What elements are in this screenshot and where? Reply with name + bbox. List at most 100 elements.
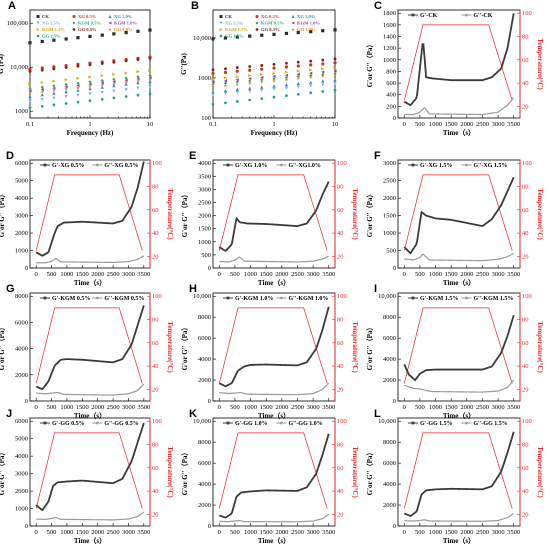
x-tick-label: 2000 [460,529,473,536]
temp-tick-label: 40 [522,363,529,370]
temp-tick-label: 80 [522,34,529,41]
data-point [333,69,337,73]
plot-frame [29,417,151,527]
legend-marker-g-double-prime [280,421,283,425]
series-xg-1-0- [211,78,337,94]
data-point [248,73,252,78]
y-tick-label: 100,000 [7,20,28,27]
temperature-axis-label: Temperature(°C) [351,188,359,240]
data-point [124,76,128,80]
x-tick-label: 500 [230,271,240,278]
y-tick-label: 1800 [383,10,396,17]
panel-D: D0 500 1000 1500 2000 2500 3000 350001000200030… [0,150,174,287]
series-kgm-1-0- [28,76,152,93]
data-point [259,80,264,84]
legend-marker [36,15,40,18]
temperature-line [403,307,513,384]
g-double-prime-curve [219,382,330,396]
temp-tick-label: 100 [522,160,532,167]
data-point [321,67,325,71]
data-point [136,93,140,97]
data-point [272,71,276,75]
series-xg-1-0- [28,79,152,98]
temp-tick-label: 80 [152,184,159,191]
data-point [260,72,264,77]
data-point [309,71,313,75]
x-tick-label: 0 [403,404,406,411]
legend-marker [219,15,223,18]
data-point [309,59,313,63]
temp-tick-label: 80 [337,184,344,191]
y-tick-label: 10,000 [193,35,211,42]
data-point [148,76,152,80]
data-point [211,82,215,86]
temperature-axis-label: Temperature(°C) [166,188,174,240]
y-tick-label: 5000 [15,436,28,443]
data-point [284,83,289,87]
temp-tick-label: 20 [522,253,529,260]
y-tick-label: 4000 [383,356,396,363]
y-tick-label: 2000 [198,213,211,220]
data-point [124,78,128,82]
x-tick-label: 2000 [460,404,473,411]
data-point [64,90,68,94]
data-point [333,82,337,86]
data-point [321,70,325,74]
data-point [223,101,227,105]
series-gg-1-0- [28,77,152,95]
data-point [296,72,300,76]
g-prime-curve-path [403,314,515,382]
panel-I: I0 500 1000 1500 2000 2500 3000 350002000400060… [366,283,544,420]
y-tick-label: 2000 [383,195,396,202]
data-point [333,78,337,82]
data-point [223,36,228,40]
temp-tick-label: 20 [337,253,344,260]
data-point [272,62,276,66]
data-point [136,58,140,61]
y-tick-label: 0 [393,398,396,405]
temp-tick-label: 60 [337,465,344,472]
legend-marker-g-double-prime [280,163,283,167]
legend-label-g-prime: G'-GG 1.5% [420,421,453,427]
x-tick-label: 1500 [76,404,89,411]
legend: CK XG 0.5% XG 1.0% XG 1.5% KGM 0.5% KGM 1.0% K… [219,14,320,39]
y-tick-label: 0 [25,265,28,272]
data-point [100,81,104,85]
legend-marker [36,21,40,25]
legend-marker-g-double-prime [465,13,468,17]
y-tick-label: 1000 [198,239,211,246]
data-point [52,38,56,42]
y-tick-label: 0 [393,115,396,122]
legend-label-g-prime: G'-XG 1.0% [235,163,267,169]
y-tick-label: 4000 [15,346,28,353]
temperature-axis-label: Temperature(°C) [166,321,174,373]
y-axis-label: G'or G''（Pa） [0,449,6,496]
legend-marker [291,27,295,31]
series-gg-1-5- [28,92,152,109]
data-point [333,57,337,61]
legend-label-g-prime: G'-XG 0.5% [52,163,84,169]
plot-frame [212,159,336,269]
legend-label-g-prime: G'-GG 0.5% [52,421,85,427]
x-tick-label: 3500 [137,271,150,278]
legend-marker-g-prime [226,163,230,167]
data-point [28,82,32,86]
legend: G'-KGM 1.0% G''-KGM 1.0% [223,296,328,302]
legend-marker-g-prime [226,421,230,425]
legend: G'-XG 1.5% G''-XG 1.5% [408,163,507,169]
g-double-prime-curve [36,511,145,521]
data-point [248,79,252,83]
x-tick-label: 3500 [137,529,150,536]
y-tick-label: 1000 [383,230,396,237]
temperature-axis-label: Temperature(°C) [166,446,174,498]
y-axis-label: G'or G''（Pa） [366,449,374,496]
legend-label: CK [42,14,49,19]
data-point [223,81,228,85]
legend-label: GG 1.0% [297,27,316,32]
data-point [40,39,44,44]
x-tick-label: 2500 [291,529,304,536]
x-tick-label: 1000 [429,529,442,536]
y-tick-label: 8000 [198,314,211,321]
y-tick-label: 6000 [15,160,28,167]
series-kgm-1-0- [211,69,337,84]
